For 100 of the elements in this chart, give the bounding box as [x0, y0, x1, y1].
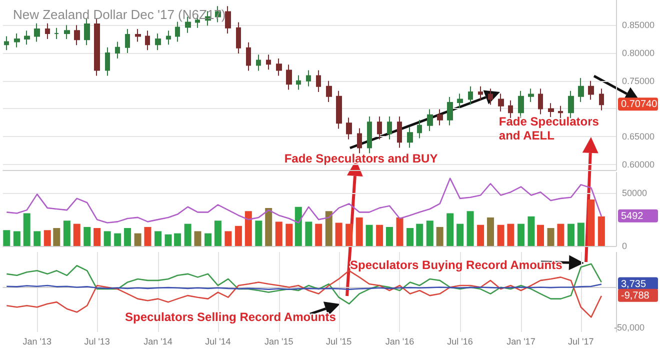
- y-tick-label: 50000: [622, 188, 648, 198]
- bar: [134, 233, 142, 246]
- bar: [406, 228, 414, 246]
- candlestick: [24, 30, 30, 46]
- candlestick: [145, 30, 150, 51]
- bar: [466, 211, 474, 246]
- bar: [325, 211, 332, 246]
- bar: [3, 230, 10, 246]
- x-tick-label: Jan '16: [385, 336, 414, 346]
- candlestick: [105, 46, 110, 76]
- bar: [154, 231, 162, 246]
- candlestick: [427, 108, 433, 132]
- bar: [456, 224, 464, 246]
- bar: [234, 226, 242, 246]
- x-tick-label: Jul '16: [447, 336, 473, 346]
- bar: [204, 233, 212, 246]
- y-tick-label: 0: [622, 241, 628, 251]
- annotation: Fade Speculators and AELL: [498, 114, 600, 142]
- bar: [124, 228, 132, 246]
- bar: [53, 228, 60, 246]
- y-tick-label: 0.60000: [622, 159, 655, 170]
- candlestick: [74, 24, 80, 46]
- annotation: 5492: [621, 210, 644, 222]
- bar: [305, 222, 312, 246]
- bar: [436, 226, 444, 246]
- bar: [315, 224, 322, 246]
- x-tick-label: Jan '15: [264, 336, 294, 346]
- bar: [73, 224, 80, 246]
- bar: [94, 228, 101, 246]
- candlestick: [538, 88, 543, 115]
- candlestick: [276, 58, 282, 76]
- bar: [356, 217, 363, 246]
- annotation: -9,788: [621, 290, 650, 302]
- bar: [366, 224, 373, 246]
- bar: [486, 217, 494, 246]
- candlestick: [447, 96, 453, 126]
- candlestick: [588, 80, 594, 100]
- bar: [335, 222, 342, 246]
- candlestick: [246, 42, 251, 72]
- candlestick: [548, 102, 554, 118]
- bar: [294, 206, 302, 246]
- candlestick: [599, 88, 604, 111]
- candlestick: [64, 24, 70, 40]
- bar: [528, 216, 535, 246]
- candlestick: [115, 41, 120, 60]
- candlestick: [316, 70, 321, 92]
- bar: [255, 220, 262, 246]
- annotation: 3,735: [621, 278, 646, 290]
- x-tick-label: Jul '14: [205, 336, 231, 346]
- candlestick: [528, 88, 534, 102]
- candlestick: [84, 18, 90, 46]
- candlestick: [346, 117, 352, 140]
- bar: [224, 231, 232, 246]
- bar: [346, 224, 353, 246]
- bar: [598, 216, 605, 246]
- candlestick: [367, 116, 372, 154]
- bar: [144, 226, 152, 246]
- bar: [416, 224, 424, 246]
- candlestick: [45, 22, 50, 40]
- bar: [44, 230, 51, 246]
- bar: [184, 224, 192, 246]
- x-tick-label: Jan '14: [144, 336, 172, 346]
- candlestick: [326, 80, 332, 102]
- candlestick: [417, 119, 422, 139]
- candlestick: [236, 22, 241, 54]
- bar: [426, 220, 434, 246]
- candlestick: [457, 93, 463, 109]
- candlestick: [14, 32, 20, 48]
- candlestick: [166, 30, 171, 46]
- bar: [265, 208, 272, 246]
- bar: [23, 213, 30, 246]
- bar: [104, 231, 111, 246]
- candlestick: [155, 32, 161, 51]
- candlestick: [225, 6, 231, 34]
- x-tick-label: Jul '13: [84, 336, 110, 346]
- candlestick: [4, 36, 9, 51]
- x-tick-label: Jan '17: [506, 336, 536, 346]
- bar: [376, 224, 384, 246]
- bar: [507, 224, 514, 246]
- bar: [174, 233, 182, 246]
- annotation: Speculators Selling Record Amounts: [125, 310, 336, 324]
- y-tick-label: 0.65000: [622, 132, 655, 142]
- candlestick: [125, 28, 130, 54]
- y-tick-label: 0.75000: [622, 76, 655, 86]
- candlestick: [296, 74, 301, 90]
- bar: [244, 211, 252, 246]
- annotation: Speculators Buying Record Amounts: [350, 258, 563, 272]
- bar: [577, 222, 584, 246]
- bar: [497, 224, 504, 246]
- bar: [34, 231, 41, 246]
- bar: [84, 226, 91, 246]
- bar: [557, 224, 564, 246]
- candlestick: [397, 116, 402, 148]
- candlestick: [266, 54, 271, 70]
- candlestick: [94, 18, 100, 76]
- text: -50,000: [614, 322, 645, 332]
- candlestick: [377, 116, 382, 140]
- bar: [567, 224, 574, 246]
- candlestick: [54, 27, 59, 40]
- candlestick: [478, 86, 483, 100]
